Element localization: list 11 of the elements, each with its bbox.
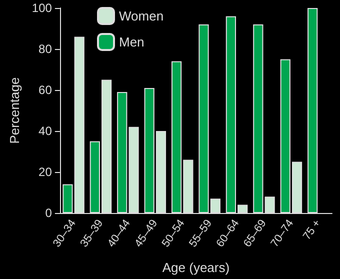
y-tick-label: 100	[32, 1, 52, 15]
x-axis-title: Age (years)	[162, 260, 230, 275]
y-tick-label: 40	[38, 124, 52, 138]
x-tick-label: 75 +	[301, 218, 324, 242]
y-tick-label: 20	[38, 165, 52, 179]
y-axis-title: Percentage	[7, 77, 22, 144]
legend-label: Women	[119, 8, 164, 24]
y-tick-label: 60	[38, 83, 52, 97]
y-tick-label: 80	[38, 42, 52, 56]
legend-label: Men	[119, 34, 144, 50]
y-tick-label: 0	[45, 206, 52, 220]
